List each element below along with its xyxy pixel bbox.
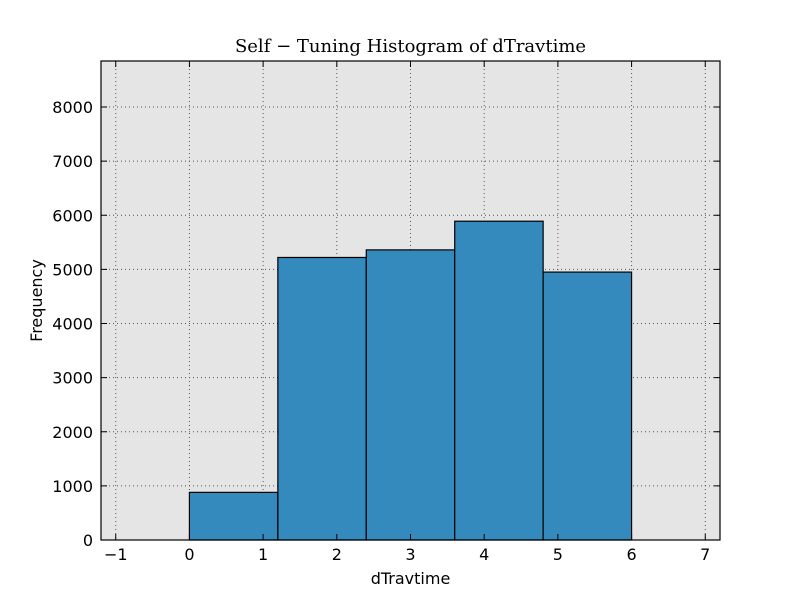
histogram-bar bbox=[454, 220, 544, 541]
y-axis-title: Frequency bbox=[27, 259, 46, 342]
y-tick-label: 6000 bbox=[52, 206, 93, 225]
y-tick-label: 5000 bbox=[52, 260, 93, 279]
y-tick-label: 7000 bbox=[52, 152, 93, 171]
histogram-bar bbox=[188, 491, 279, 541]
y-tick-label: 8000 bbox=[52, 98, 93, 117]
y-tick-labels: 0 1000 2000 3000 4000 5000 6000 7000 8000 bbox=[52, 98, 93, 550]
x-tick-label: 0 bbox=[184, 545, 194, 564]
y-tick-label: 0 bbox=[83, 531, 93, 550]
histogram-bar bbox=[365, 249, 456, 541]
y-tick-label: 2000 bbox=[52, 423, 93, 442]
chart-title: Self − Tuning Histogram of dTravtime bbox=[235, 36, 586, 57]
x-axis-title: dTravtime bbox=[371, 569, 451, 588]
x-tick-label: 1 bbox=[258, 545, 268, 564]
x-tick-label: −1 bbox=[104, 545, 128, 564]
y-tick-label: 3000 bbox=[52, 369, 93, 388]
x-tick-label: 5 bbox=[553, 545, 563, 564]
plot-frame bbox=[100, 60, 721, 541]
x-tick-label: 4 bbox=[479, 545, 489, 564]
y-tick-label: 1000 bbox=[52, 477, 93, 496]
y-tick-label: 4000 bbox=[52, 315, 93, 334]
x-tick-label: 2 bbox=[332, 545, 342, 564]
histogram-bar bbox=[277, 256, 367, 541]
histogram-bar bbox=[542, 271, 633, 541]
tick-marks bbox=[101, 61, 720, 541]
x-tick-label: 6 bbox=[626, 545, 636, 564]
x-tick-labels: −1 0 1 2 3 4 5 6 7 bbox=[104, 545, 710, 564]
bars bbox=[188, 220, 633, 541]
x-tick-label: 3 bbox=[405, 545, 415, 564]
x-tick-label: 7 bbox=[700, 545, 710, 564]
